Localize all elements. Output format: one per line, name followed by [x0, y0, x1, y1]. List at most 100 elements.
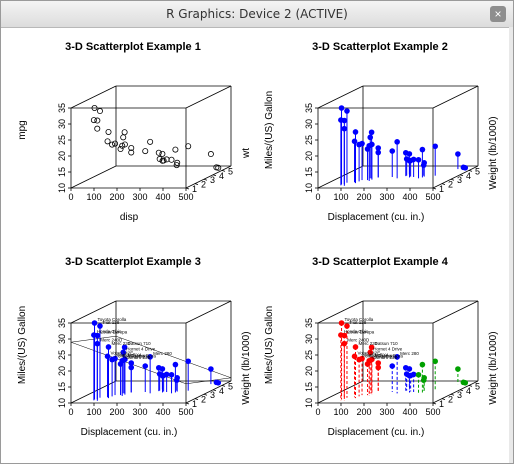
data-point: [359, 355, 365, 362]
data-point: [117, 361, 124, 367]
y-tick-label: 2: [448, 180, 453, 190]
y-tick-label: 5: [475, 381, 480, 391]
z-tick-label: 35: [57, 103, 67, 113]
data-point: [159, 150, 166, 157]
data-point: [364, 361, 371, 367]
z-tick-label: 35: [304, 318, 314, 328]
x-tick-label: 100: [333, 192, 348, 202]
data-point: [128, 145, 135, 152]
x-axis-label: Displacement (cu. in.): [328, 212, 425, 223]
point-label: Merc 240D: [100, 338, 123, 343]
point-label: Lotus Europa: [347, 330, 374, 335]
y-tick-label: 3: [457, 175, 462, 185]
y-tick-label: 5: [228, 381, 233, 391]
y-tick-label: 2: [201, 395, 206, 405]
data-point: [364, 146, 371, 152]
z-tick-label: 25: [304, 135, 314, 145]
close-button[interactable]: ×: [490, 6, 506, 22]
data-point: [128, 360, 135, 366]
data-point: [185, 358, 191, 365]
data-point: [91, 320, 98, 326]
data-point: [432, 143, 438, 150]
data-point: [419, 146, 426, 153]
data-point: [94, 125, 101, 132]
y-tick-label: 5: [475, 166, 480, 176]
z-axis-label: Miles/(US) Gallon: [17, 306, 28, 384]
y-axis-label: Weight (lb/1000): [488, 116, 499, 189]
z-tick-label: 20: [57, 366, 67, 376]
data-point: [128, 149, 135, 156]
point-label: Datsun 710: [375, 341, 399, 346]
z-tick-label: 15: [57, 167, 67, 177]
y-tick: [194, 398, 199, 400]
y-tick: [185, 402, 190, 405]
title-bar[interactable]: R Graphics: Device 2 (ACTIVE) ×: [1, 1, 513, 28]
z-tick-label: 15: [57, 382, 67, 392]
point-label: Toyota Corolla: [98, 317, 127, 322]
data-point: [109, 141, 116, 148]
x-tick-label: 300: [132, 407, 147, 417]
x-tick-label: 400: [402, 407, 417, 417]
x-axis-label: disp: [120, 212, 139, 223]
x-axis-label: Displacement (cu. in.): [81, 427, 178, 438]
data-point: [90, 117, 97, 124]
z-tick-label: 20: [304, 366, 314, 376]
point-label: Camaro Z28: [372, 355, 398, 360]
x-tick-label: 500: [425, 407, 440, 417]
point-label: Datsun 710: [128, 341, 152, 346]
x-tick-label: 500: [178, 407, 193, 417]
x-tick-label: 200: [356, 192, 371, 202]
data-point: [352, 129, 359, 135]
data-point: [402, 149, 409, 156]
z-tick-label: 10: [57, 398, 67, 408]
z-axis-label: Miles/(US) Gallon: [264, 91, 275, 169]
box-edge: [185, 380, 232, 404]
data-point: [407, 372, 414, 379]
x-tick-label: 300: [379, 192, 394, 202]
point-label: Toyota Corolla: [345, 317, 374, 322]
box-edge: [317, 300, 364, 324]
y-tick: [459, 174, 464, 177]
window-edge-scrollbar[interactable]: [509, 27, 513, 463]
y-tick: [450, 178, 455, 181]
data-point: [160, 372, 167, 379]
data-point: [96, 108, 103, 115]
data-point: [338, 320, 345, 326]
y-tick-label: 1: [192, 184, 197, 194]
point-label: Pontiac Firebird: [115, 354, 147, 359]
y-tick: [450, 393, 455, 396]
data-point: [168, 371, 175, 378]
y-tick-label: 3: [457, 390, 462, 400]
y-tick: [468, 170, 473, 172]
point-label: Pontiac Firebird: [362, 354, 394, 359]
data-point: [389, 148, 396, 154]
y-tick: [203, 393, 208, 396]
data-point: [213, 164, 220, 171]
y-axis-label: Weight (lb/1000): [241, 331, 252, 404]
scatterplot-panel-4: 3-D Scatterplot Example 4 0 100 200 300 400 50…: [264, 256, 499, 438]
data-point: [351, 353, 358, 360]
data-point: [104, 353, 111, 360]
scatterplot-panel-2: 3-D Scatterplot Example 2 0 100 200 300 400 50…: [264, 41, 499, 223]
data-point: [174, 159, 181, 166]
z-tick-label: 10: [57, 183, 67, 193]
data-point: [172, 146, 179, 153]
y-tick-label: 5: [228, 166, 233, 176]
data-point: [375, 360, 382, 366]
x-tick-label: 500: [178, 192, 193, 202]
data-point: [160, 157, 167, 164]
data-point: [389, 363, 396, 369]
x-tick-label: 0: [315, 192, 320, 202]
data-point: [367, 134, 374, 141]
z-tick-label: 10: [304, 183, 314, 193]
data-point: [155, 149, 162, 156]
point-label: Camaro Z28: [125, 355, 151, 360]
x-tick-label: 400: [402, 192, 417, 202]
data-point: [341, 340, 348, 347]
data-point: [120, 349, 127, 356]
data-point: [121, 129, 128, 136]
box-edge: [432, 380, 479, 404]
point-label: Fiat 128: [103, 320, 120, 325]
data-point: [368, 129, 375, 136]
